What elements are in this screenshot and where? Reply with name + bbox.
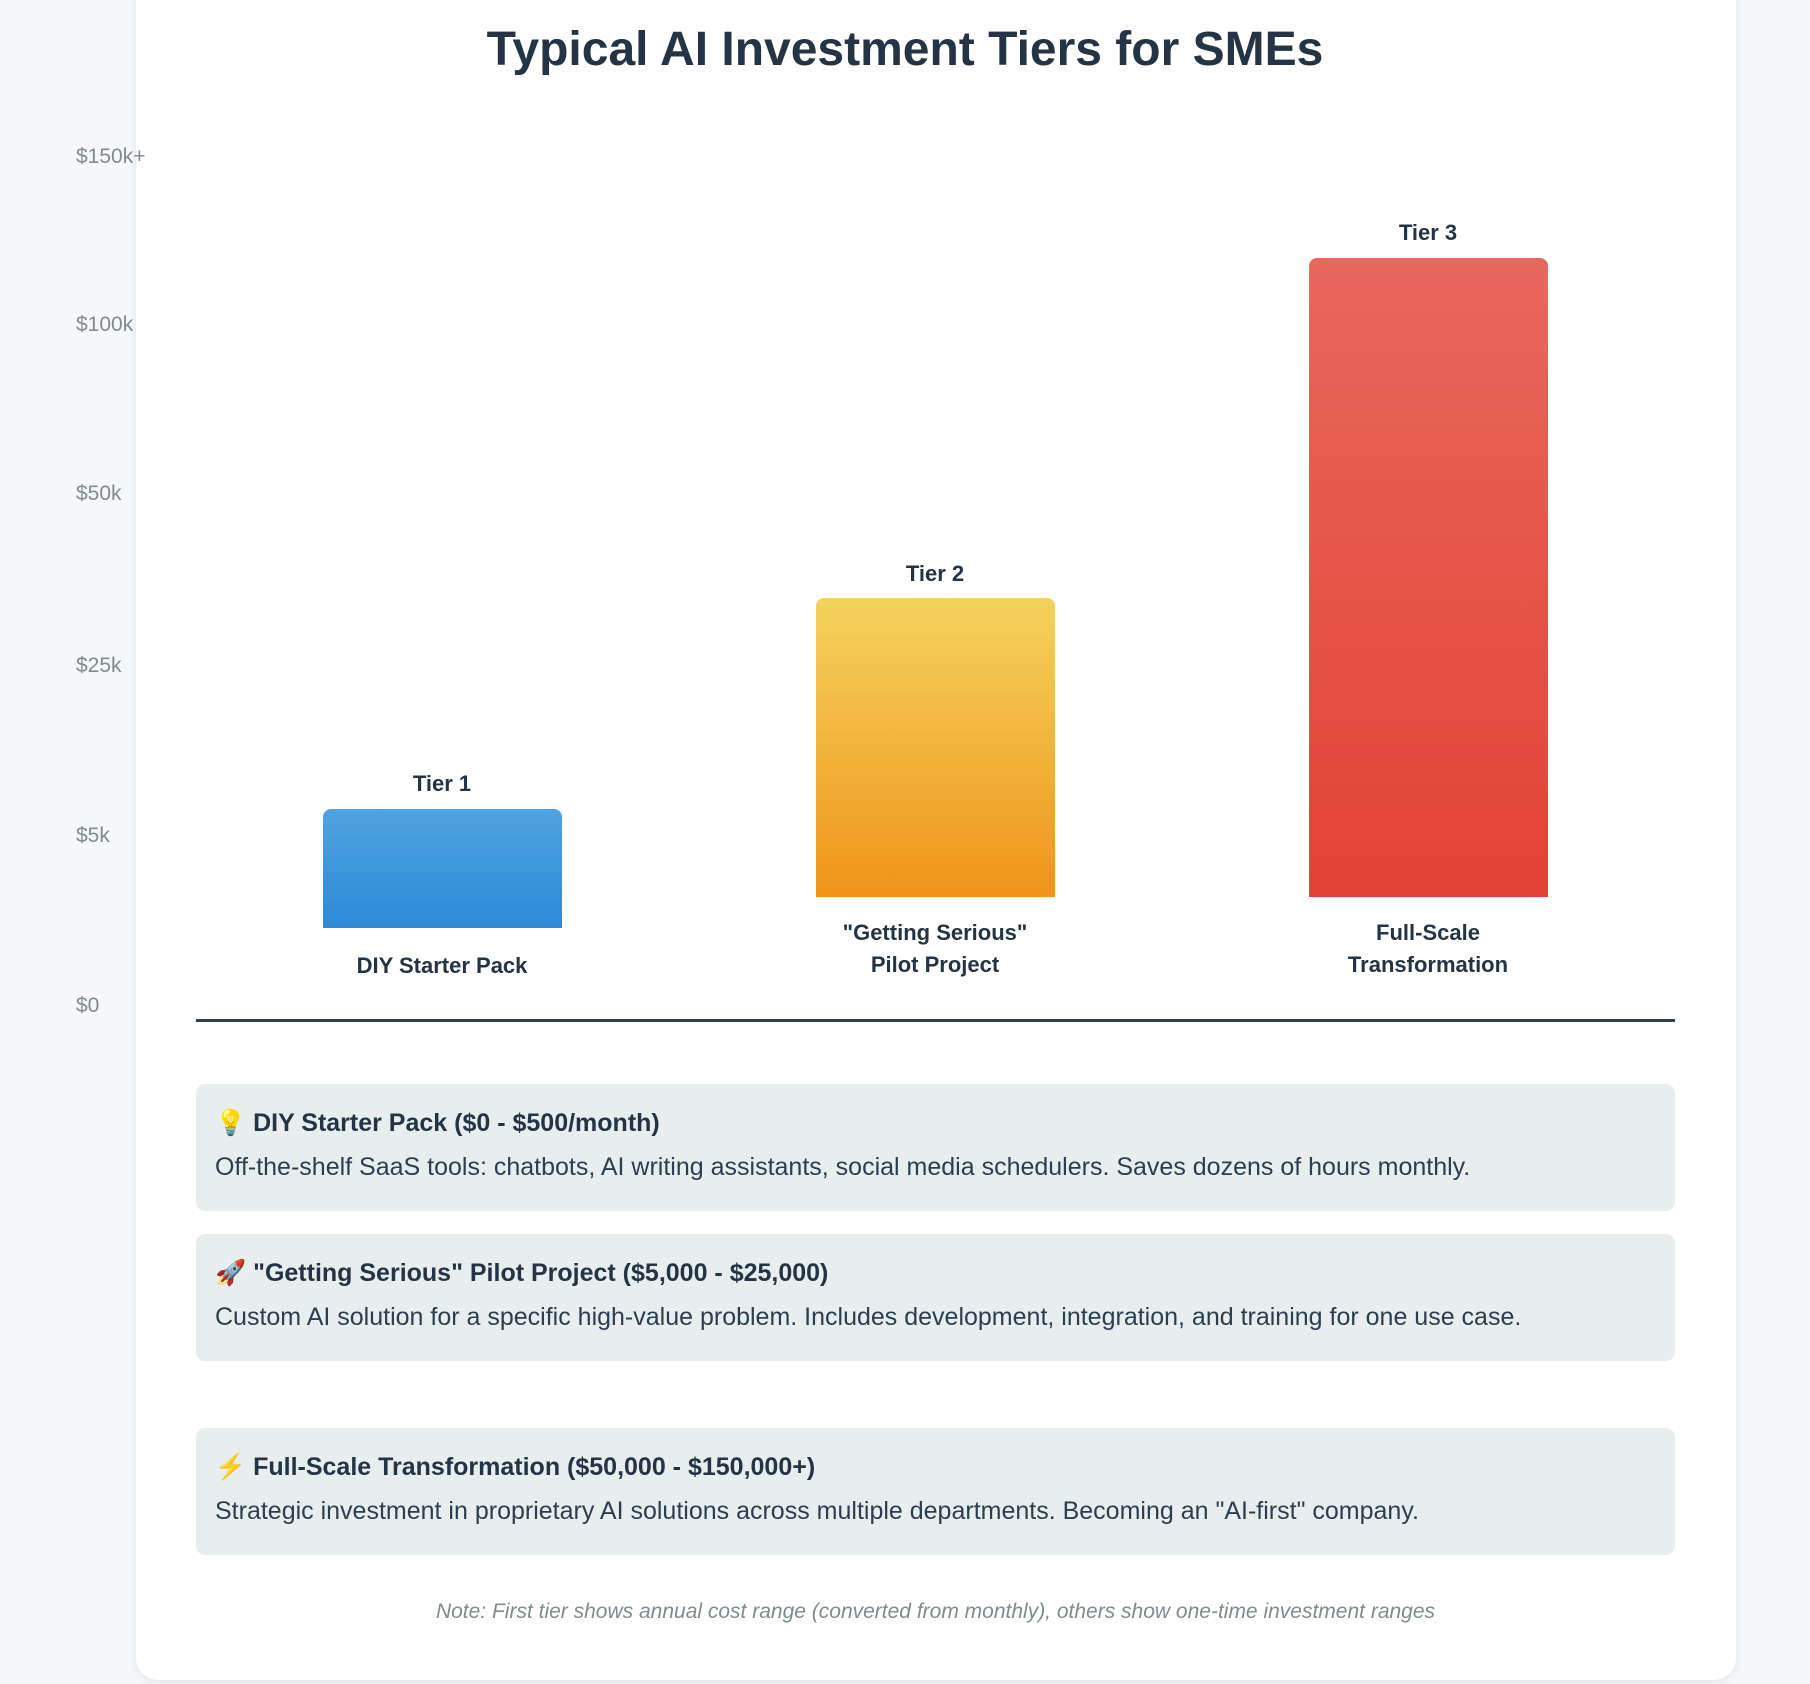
- x-axis-line: [196, 1019, 1675, 1022]
- rocket-icon: 🚀: [215, 1259, 247, 1287]
- tier-2-heading-text: "Getting Serious" Pilot Project ($5,000 …: [253, 1259, 829, 1287]
- chart-title: Typical AI Investment Tiers for SMEs: [486, 23, 1324, 76]
- y-tick-label: $150k+: [76, 145, 146, 168]
- bar-category-label: DIY Starter Pack: [262, 950, 622, 982]
- bar-tier-label: Tier 3: [1398, 220, 1458, 245]
- y-tick-label: $25k: [76, 654, 122, 677]
- category-line-1: DIY Starter Pack: [356, 953, 528, 978]
- tier-2-heading: 🚀 "Getting Serious" Pilot Project ($5,00…: [215, 1256, 1656, 1290]
- bar-tier-2: [816, 598, 1055, 897]
- bar-tier-label: Tier 2: [905, 561, 965, 586]
- lightning-icon: ⚡: [215, 1453, 247, 1481]
- y-tick-label: $0: [76, 994, 100, 1017]
- bar-category-label: "Getting Serious" Pilot Project: [755, 917, 1115, 981]
- bar-tier-label: Tier 1: [412, 771, 472, 796]
- bar-tier-1: [323, 809, 562, 928]
- y-tick-label: $50k: [76, 482, 122, 505]
- y-tick-label: $100k: [76, 313, 134, 336]
- lightbulb-icon: 💡: [215, 1109, 247, 1137]
- bar-tier-3: [1309, 258, 1548, 897]
- tier-1-description: Off-the-shelf SaaS tools: chatbots, AI w…: [215, 1153, 1471, 1181]
- category-line-2: Transformation: [1347, 952, 1509, 977]
- category-line-2: Pilot Project: [870, 952, 1000, 977]
- tier-3-description: Strategic investment in proprietary AI s…: [215, 1497, 1419, 1525]
- tier-3-heading: ⚡ Full-Scale Transformation ($50,000 - $…: [215, 1450, 1656, 1484]
- tier-2-detail: 🚀 "Getting Serious" Pilot Project ($5,00…: [196, 1234, 1675, 1361]
- y-tick-label: $5k: [76, 824, 110, 847]
- tier-1-detail: 💡 DIY Starter Pack ($0 - $500/month) Off…: [196, 1084, 1675, 1211]
- tier-1-heading-text: DIY Starter Pack ($0 - $500/month): [253, 1109, 660, 1137]
- footnote: Note: First tier shows annual cost range…: [435, 1600, 1436, 1623]
- tier-2-description: Custom AI solution for a specific high-v…: [215, 1303, 1522, 1331]
- tier-3-heading-text: Full-Scale Transformation ($50,000 - $15…: [253, 1453, 816, 1481]
- category-line-1: "Getting Serious": [842, 920, 1028, 945]
- tier-3-detail: ⚡ Full-Scale Transformation ($50,000 - $…: [196, 1428, 1675, 1555]
- bar-category-label: Full-Scale Transformation: [1248, 917, 1608, 981]
- tier-1-heading: 💡 DIY Starter Pack ($0 - $500/month): [215, 1106, 1656, 1140]
- category-line-1: Full-Scale: [1376, 920, 1480, 945]
